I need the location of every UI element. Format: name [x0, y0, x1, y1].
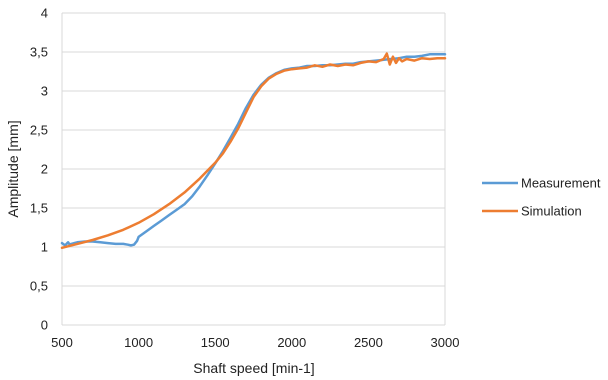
x-axis-ticks: 500 1000 1500 2000 2500 3000 [51, 335, 459, 350]
x-tick-label: 2000 [277, 335, 306, 350]
y-tick-label: 2 [41, 162, 48, 177]
y-tick-label: 3 [41, 84, 48, 99]
legend: Measurement Simulation [482, 176, 601, 219]
series-layer [60, 52, 447, 250]
legend-label: Measurement [521, 176, 601, 191]
legend-item-measurement: Measurement [482, 176, 601, 191]
x-tick-label: 2500 [354, 335, 383, 350]
y-axis-title: Amplitude [mm] [5, 120, 21, 217]
series-line-simulation [60, 52, 447, 250]
x-tick-label: 500 [51, 335, 73, 350]
grid-lines [62, 12, 445, 326]
y-tick-label: 1,5 [30, 201, 48, 216]
y-tick-label: 1 [41, 240, 48, 255]
y-tick-label: 3,5 [30, 45, 48, 60]
y-tick-label: 2,5 [30, 123, 48, 138]
legend-item-simulation: Simulation [482, 204, 582, 219]
x-tick-label: 3000 [431, 335, 460, 350]
y-tick-label: 4 [41, 6, 48, 21]
series-line-measurement [60, 53, 447, 247]
plot-area [61, 13, 446, 325]
x-tick-label: 1000 [124, 335, 153, 350]
x-axis-title: Shaft speed [min-1] [193, 360, 314, 376]
y-axis-ticks: 0 0,5 1 1,5 2 2,5 3 3,5 4 [30, 6, 48, 333]
legend-label: Simulation [521, 204, 582, 219]
y-tick-label: 0 [41, 318, 48, 333]
x-tick-label: 1500 [201, 335, 230, 350]
y-tick-label: 0,5 [30, 279, 48, 294]
